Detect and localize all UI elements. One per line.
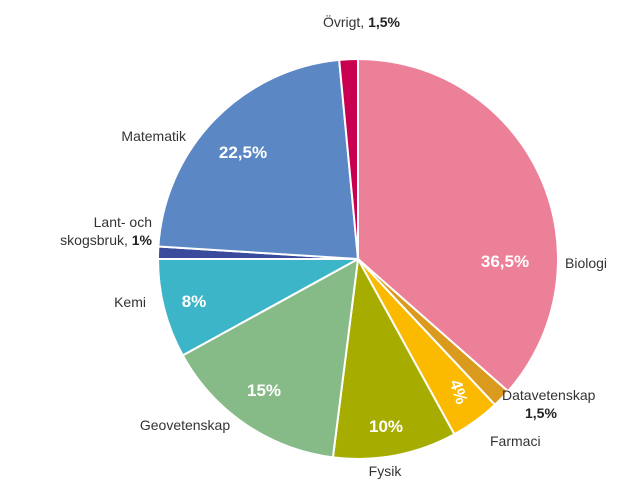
pie-slice: [181, 257, 360, 459]
category-label: Matematik: [121, 128, 186, 144]
value-label: 15%: [246, 381, 282, 400]
category-label: Datavetenskap: [502, 387, 596, 403]
category-label: Fysik: [368, 463, 402, 479]
pie-slice: [357, 57, 559, 393]
category-label: Geovetenskap: [139, 417, 231, 433]
pie-slice: [338, 57, 359, 260]
slice-label: Datavetenskap: [502, 386, 595, 404]
category-label: Kemi: [114, 294, 146, 310]
slice-label: Matematik: [121, 127, 186, 145]
pie-slice: [331, 255, 456, 460]
slice-label: Lant- och skogsbruk, 1%: [52, 213, 152, 249]
slice-label: Fysik: [369, 462, 402, 480]
value-label: 8%: [181, 292, 207, 311]
value-label: 22,5%: [218, 143, 268, 162]
slice-label: Farmaci: [490, 432, 541, 450]
value-label: 10%: [368, 417, 404, 436]
slice-label: Geovetenskap: [140, 416, 230, 434]
slice-label: Biologi: [565, 254, 607, 272]
value-label: 1%: [131, 232, 152, 248]
pie-slice: [157, 58, 360, 261]
category-label: Övrigt,: [322, 14, 365, 30]
slice-label: Kemi: [114, 293, 146, 311]
value-label: 1,5%: [368, 14, 400, 30]
category-label: Farmaci: [490, 433, 541, 449]
category-label: Lant- och skogsbruk,: [60, 214, 152, 248]
value-label: 36,5%: [480, 252, 530, 271]
pie-slice: [156, 258, 359, 357]
slice-label: Övrigt, 1,5%: [323, 13, 400, 31]
value-label: 1,5%: [525, 405, 557, 421]
category-label: Biologi: [565, 255, 608, 271]
